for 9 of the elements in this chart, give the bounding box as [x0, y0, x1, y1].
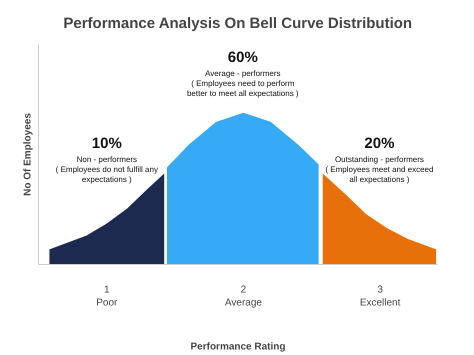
text: 60% Average - performers ( Employees need to perform better to meet all expectations ) — [186, 49, 299, 98]
y-axis-title: No Of Employees — [22, 112, 34, 196]
x-axis-title: Performance Rating — [190, 342, 286, 353]
x-tick-label: 1 Poor — [96, 284, 118, 309]
annotation: 10% Non - performers ( Employees do not fulfill any expectations ) — [56, 135, 158, 184]
x-tick-label: 2 Average — [224, 284, 262, 309]
x-tick-label: 3 Excellent — [360, 284, 401, 309]
chart-title: Performance Analysis On Bell Curve Distribution — [63, 15, 412, 32]
annotation: 20% Outstanding - performers ( Employees meet and exceed all expectations ) — [325, 135, 434, 184]
